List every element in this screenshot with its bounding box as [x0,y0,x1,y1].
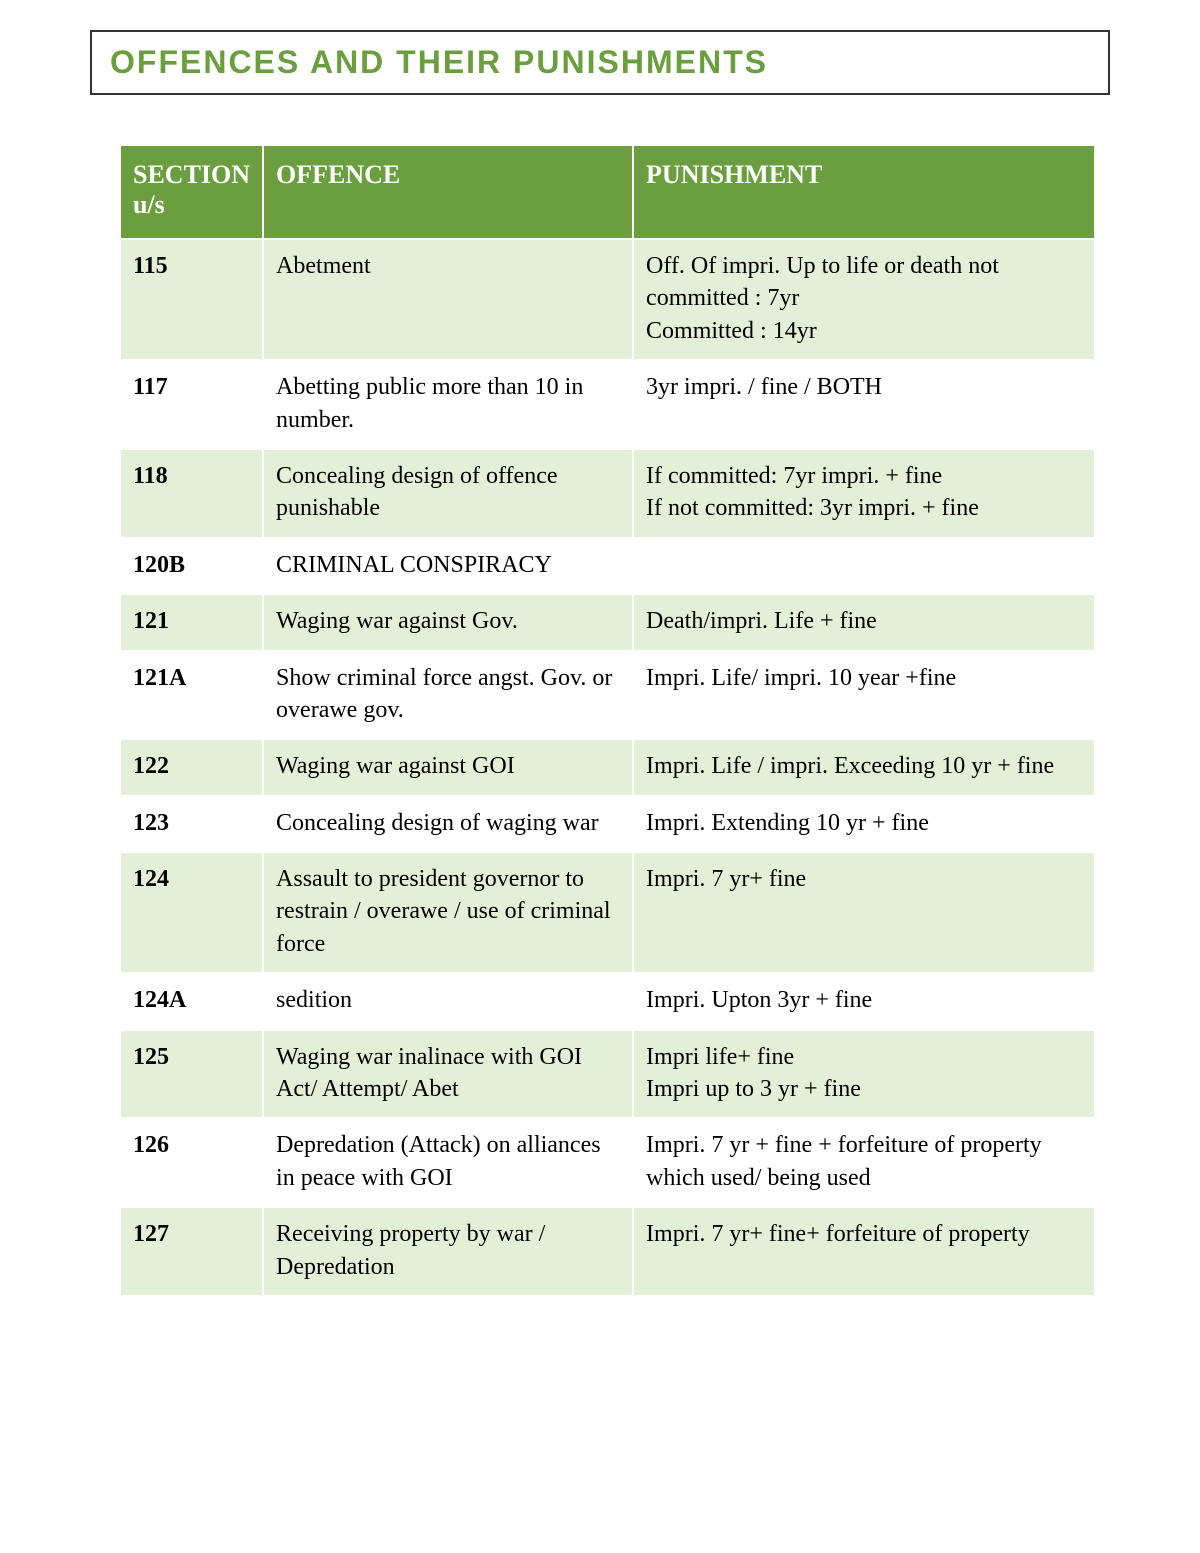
col-punishment-label: PUNISHMENT [646,160,822,189]
offences-table: SECTION u/s OFFENCE PUNISHMENT 115Abetme… [120,145,1095,1296]
cell-offence: Show criminal force angst. Gov. or overa… [263,651,633,740]
cell-offence: Abetment [263,239,633,360]
table-body: 115AbetmentOff. Of impri. Up to life or … [120,239,1095,1296]
cell-punishment [633,538,1095,594]
cell-section: 122 [120,739,263,795]
col-section-line1: SECTION [133,160,250,189]
table-row: 117Abetting public more than 10 in numbe… [120,360,1095,449]
table-row: 124Assault to president governor to rest… [120,852,1095,973]
cell-offence: sedition [263,973,633,1029]
cell-offence: Concealing design of waging war [263,796,633,852]
title-box: OFFENCES AND THEIR PUNISHMENTS [90,30,1110,95]
cell-section: 120B [120,538,263,594]
cell-punishment: Impri. 7 yr + fine + forfeiture of prope… [633,1118,1095,1207]
cell-section: 123 [120,796,263,852]
cell-section: 124A [120,973,263,1029]
table-row: 115AbetmentOff. Of impri. Up to life or … [120,239,1095,360]
cell-punishment: Impri life+ fineImpri up to 3 yr + fine [633,1030,1095,1119]
cell-punishment: Impri. Life/ impri. 10 year +fine [633,651,1095,740]
cell-punishment: Impri. Life / impri. Exceeding 10 yr + f… [633,739,1095,795]
table-row: 120BCRIMINAL CONSPIRACY [120,538,1095,594]
cell-punishment: 3yr impri. / fine / BOTH [633,360,1095,449]
table-row: 125Waging war inalinace with GOIAct/ Att… [120,1030,1095,1119]
cell-punishment: Impri. 7 yr+ fine+ forfeiture of propert… [633,1207,1095,1296]
cell-offence: Receiving property by war / Depredation [263,1207,633,1296]
cell-section: 124 [120,852,263,973]
col-section: SECTION u/s [120,145,263,239]
cell-punishment: Impri. 7 yr+ fine [633,852,1095,973]
cell-section: 115 [120,239,263,360]
cell-offence: CRIMINAL CONSPIRACY [263,538,633,594]
table-row: 126Depredation (Attack) on alliances in … [120,1118,1095,1207]
table-row: 121Waging war against Gov.Death/impri. L… [120,594,1095,650]
col-punishment: PUNISHMENT [633,145,1095,239]
document-page: OFFENCES AND THEIR PUNISHMENTS SECTION u… [0,30,1200,1296]
cell-punishment: Off. Of impri. Up to life or death not c… [633,239,1095,360]
cell-section: 125 [120,1030,263,1119]
cell-offence: Waging war inalinace with GOIAct/ Attemp… [263,1030,633,1119]
cell-section: 127 [120,1207,263,1296]
cell-offence: Abetting public more than 10 in number. [263,360,633,449]
page-title: OFFENCES AND THEIR PUNISHMENTS [110,44,1090,81]
table-row: 127Receiving property by war / Depredati… [120,1207,1095,1296]
cell-punishment: Death/impri. Life + fine [633,594,1095,650]
cell-offence: Concealing design of offence punishable [263,449,633,538]
cell-section: 118 [120,449,263,538]
cell-section: 121A [120,651,263,740]
cell-punishment: If committed: 7yr impri. + fineIf not co… [633,449,1095,538]
cell-offence: Assault to president governor to restrai… [263,852,633,973]
cell-section: 117 [120,360,263,449]
cell-punishment: Impri. Upton 3yr + fine [633,973,1095,1029]
table-header: SECTION u/s OFFENCE PUNISHMENT [120,145,1095,239]
cell-section: 121 [120,594,263,650]
table-row: 121AShow criminal force angst. Gov. or o… [120,651,1095,740]
cell-punishment: Impri. Extending 10 yr + fine [633,796,1095,852]
table-row: 122Waging war against GOIImpri. Life / i… [120,739,1095,795]
table-row: 124AseditionImpri. Upton 3yr + fine [120,973,1095,1029]
col-offence: OFFENCE [263,145,633,239]
cell-offence: Waging war against Gov. [263,594,633,650]
col-offence-label: OFFENCE [276,160,400,189]
table-row: 118Concealing design of offence punishab… [120,449,1095,538]
col-section-line2: u/s [133,190,165,219]
cell-offence: Waging war against GOI [263,739,633,795]
table-container: SECTION u/s OFFENCE PUNISHMENT 115Abetme… [120,145,1095,1296]
table-row: 123Concealing design of waging warImpri.… [120,796,1095,852]
cell-offence: Depredation (Attack) on alliances in pea… [263,1118,633,1207]
cell-section: 126 [120,1118,263,1207]
